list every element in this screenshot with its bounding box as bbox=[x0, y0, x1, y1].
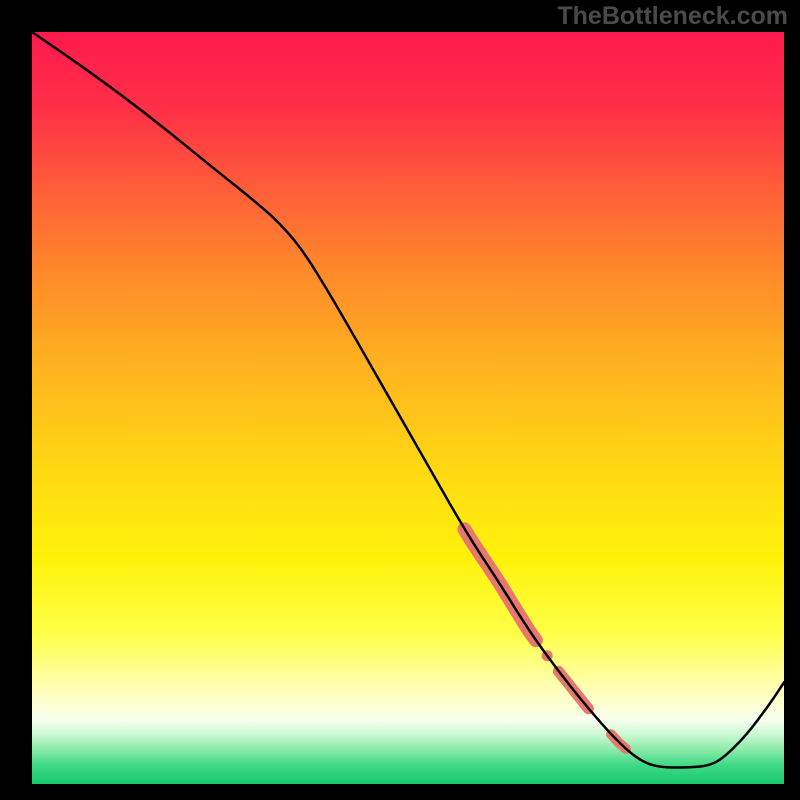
background-gradient bbox=[32, 32, 784, 784]
plot-area bbox=[32, 32, 784, 784]
watermark-text: TheBottleneck.com bbox=[557, 2, 788, 31]
chart-stage: TheBottleneck.com bbox=[0, 0, 800, 800]
